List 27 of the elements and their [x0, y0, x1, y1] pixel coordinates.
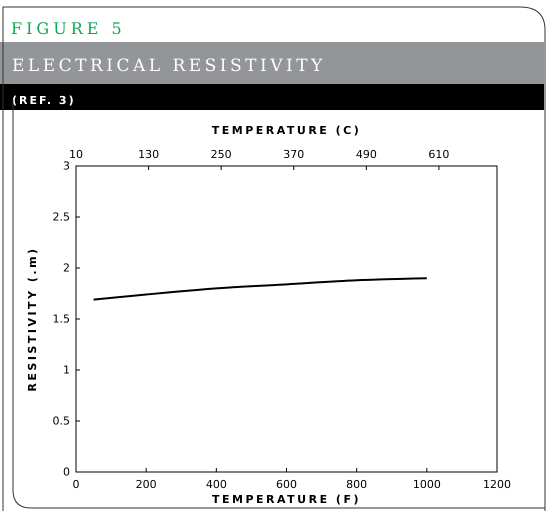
x2-tick-label: 130 — [138, 148, 160, 161]
y-tick-label: 1 — [63, 364, 70, 377]
x-tick-label: 1000 — [412, 478, 441, 491]
y-tick-label: 0.5 — [52, 414, 70, 428]
x-tick-label: 600 — [276, 478, 297, 491]
x2-tick-label: 250 — [210, 148, 232, 161]
line-series — [92, 277, 428, 301]
x-axis-title: TEMPERATURE (F) — [212, 493, 361, 506]
y-tick-label: 0 — [63, 466, 70, 479]
x2-tick-label: 10 — [69, 148, 83, 161]
y-tick-label: 3 — [63, 160, 70, 173]
y-tick-label: 1.5 — [52, 312, 70, 326]
x2-tick-label: 610 — [428, 148, 450, 161]
x-tick-label: 200 — [136, 478, 157, 491]
x2-tick-label: 490 — [356, 148, 377, 161]
x2-axis-title: TEMPERATURE (C) — [212, 124, 362, 137]
y-tick-label: 2.5 — [52, 210, 70, 224]
chart-title: FIGURE 5 — [11, 19, 126, 38]
x-tick-label: 400 — [206, 478, 227, 491]
chart-subtitle: ELECTRICAL RESISTIVITY — [12, 56, 326, 76]
x2-tick-label: 370 — [283, 148, 304, 161]
y-tick-label: 2 — [63, 262, 70, 275]
x-tick-label: 1200 — [483, 478, 511, 491]
y-axis-title: RESISTIVITY (.m) — [26, 246, 39, 392]
x-tick-label: 800 — [346, 478, 368, 491]
text: (REF. 3) — [12, 94, 76, 107]
x-tick-label: 0 — [72, 478, 80, 491]
